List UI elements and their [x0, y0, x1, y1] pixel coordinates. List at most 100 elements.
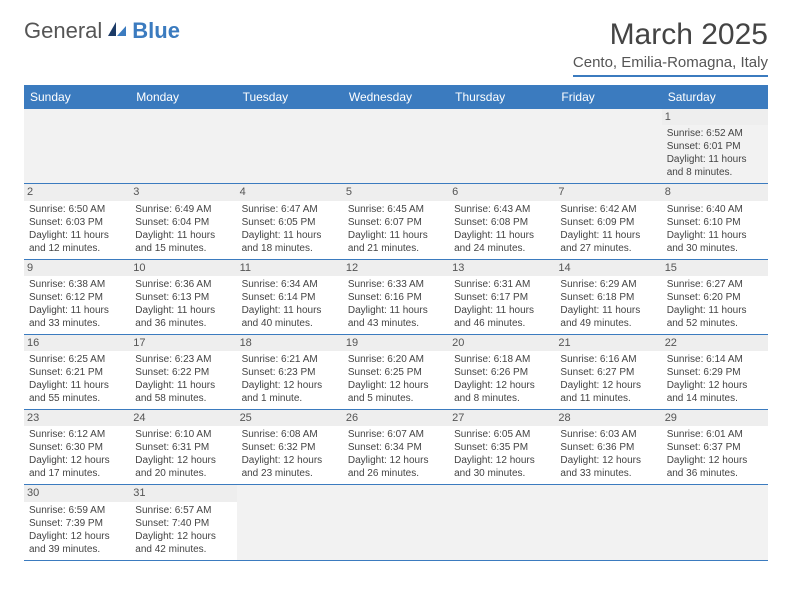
daylight-text: Daylight: 11 hours	[29, 304, 125, 317]
day-details: Sunrise: 6:43 AMSunset: 6:08 PMDaylight:…	[454, 203, 550, 255]
sunset-text: Sunset: 6:08 PM	[454, 216, 550, 229]
calendar-day-cell	[555, 109, 661, 184]
sunset-text: Sunset: 6:14 PM	[242, 291, 338, 304]
daylight-text: Daylight: 12 hours	[348, 454, 444, 467]
sunrise-text: Sunrise: 6:45 AM	[348, 203, 444, 216]
calendar-day-cell	[237, 485, 343, 560]
sunset-text: Sunset: 6:22 PM	[135, 366, 231, 379]
day-details: Sunrise: 6:23 AMSunset: 6:22 PMDaylight:…	[135, 353, 231, 405]
day-details: Sunrise: 6:16 AMSunset: 6:27 PMDaylight:…	[560, 353, 656, 405]
daylight-text: and 30 minutes.	[454, 467, 550, 480]
daylight-text: Daylight: 12 hours	[348, 379, 444, 392]
sunrise-text: Sunrise: 6:23 AM	[135, 353, 231, 366]
day-details: Sunrise: 6:18 AMSunset: 6:26 PMDaylight:…	[454, 353, 550, 405]
sunset-text: Sunset: 6:30 PM	[29, 441, 125, 454]
daylight-text: and 43 minutes.	[348, 317, 444, 330]
sunrise-text: Sunrise: 6:50 AM	[29, 203, 125, 216]
day-number: 13	[449, 260, 555, 276]
daylight-text: Daylight: 11 hours	[29, 379, 125, 392]
calendar-day-cell: 25Sunrise: 6:08 AMSunset: 6:32 PMDayligh…	[237, 410, 343, 485]
daylight-text: and 42 minutes.	[135, 543, 231, 556]
day-number: 18	[237, 335, 343, 351]
calendar-day-cell	[555, 485, 661, 560]
daylight-text: Daylight: 12 hours	[135, 454, 231, 467]
daylight-text: and 8 minutes.	[667, 166, 763, 179]
day-number: 8	[662, 184, 768, 200]
sunrise-text: Sunrise: 6:47 AM	[242, 203, 338, 216]
day-details: Sunrise: 6:01 AMSunset: 6:37 PMDaylight:…	[667, 428, 763, 480]
sunrise-text: Sunrise: 6:42 AM	[560, 203, 656, 216]
sunset-text: Sunset: 6:26 PM	[454, 366, 550, 379]
sunrise-text: Sunrise: 6:31 AM	[454, 278, 550, 291]
calendar-day-cell: 21Sunrise: 6:16 AMSunset: 6:27 PMDayligh…	[555, 334, 661, 409]
calendar-day-cell	[662, 485, 768, 560]
daylight-text: and 55 minutes.	[29, 392, 125, 405]
daylight-text: and 8 minutes.	[454, 392, 550, 405]
daylight-text: and 40 minutes.	[242, 317, 338, 330]
sunrise-text: Sunrise: 6:59 AM	[29, 504, 125, 517]
day-number: 14	[555, 260, 661, 276]
sunrise-text: Sunrise: 6:01 AM	[667, 428, 763, 441]
sunset-text: Sunset: 6:10 PM	[667, 216, 763, 229]
calendar-table: Sunday Monday Tuesday Wednesday Thursday…	[24, 85, 768, 561]
header: General Blue March 2025 Cento, Emilia-Ro…	[24, 18, 768, 77]
daylight-text: Daylight: 12 hours	[454, 379, 550, 392]
calendar-day-cell: 24Sunrise: 6:10 AMSunset: 6:31 PMDayligh…	[130, 410, 236, 485]
calendar-week-row: 16Sunrise: 6:25 AMSunset: 6:21 PMDayligh…	[24, 334, 768, 409]
weekday-header: Wednesday	[343, 85, 449, 109]
logo-text-2: Blue	[132, 18, 180, 44]
daylight-text: Daylight: 11 hours	[29, 229, 125, 242]
weekday-header: Sunday	[24, 85, 130, 109]
calendar-day-cell: 10Sunrise: 6:36 AMSunset: 6:13 PMDayligh…	[130, 259, 236, 334]
day-details: Sunrise: 6:31 AMSunset: 6:17 PMDaylight:…	[454, 278, 550, 330]
day-number: 23	[24, 410, 130, 426]
weekday-header: Saturday	[662, 85, 768, 109]
day-number: 7	[555, 184, 661, 200]
sunset-text: Sunset: 6:17 PM	[454, 291, 550, 304]
daylight-text: and 15 minutes.	[135, 242, 231, 255]
sunset-text: Sunset: 6:37 PM	[667, 441, 763, 454]
sunrise-text: Sunrise: 6:12 AM	[29, 428, 125, 441]
day-details: Sunrise: 6:12 AMSunset: 6:30 PMDaylight:…	[29, 428, 125, 480]
sunset-text: Sunset: 6:34 PM	[348, 441, 444, 454]
day-details: Sunrise: 6:47 AMSunset: 6:05 PMDaylight:…	[242, 203, 338, 255]
daylight-text: and 21 minutes.	[348, 242, 444, 255]
daylight-text: and 11 minutes.	[560, 392, 656, 405]
sunset-text: Sunset: 6:12 PM	[29, 291, 125, 304]
day-details: Sunrise: 6:07 AMSunset: 6:34 PMDaylight:…	[348, 428, 444, 480]
weekday-header: Monday	[130, 85, 236, 109]
sunset-text: Sunset: 6:05 PM	[242, 216, 338, 229]
daylight-text: and 23 minutes.	[242, 467, 338, 480]
sunset-text: Sunset: 6:18 PM	[560, 291, 656, 304]
sunset-text: Sunset: 6:13 PM	[135, 291, 231, 304]
day-number: 6	[449, 184, 555, 200]
daylight-text: Daylight: 11 hours	[135, 379, 231, 392]
calendar-day-cell: 7Sunrise: 6:42 AMSunset: 6:09 PMDaylight…	[555, 184, 661, 259]
day-number: 16	[24, 335, 130, 351]
day-number: 10	[130, 260, 236, 276]
title-block: March 2025 Cento, Emilia-Romagna, Italy	[573, 18, 768, 77]
day-details: Sunrise: 6:14 AMSunset: 6:29 PMDaylight:…	[667, 353, 763, 405]
calendar-day-cell: 16Sunrise: 6:25 AMSunset: 6:21 PMDayligh…	[24, 334, 130, 409]
sunrise-text: Sunrise: 6:38 AM	[29, 278, 125, 291]
day-details: Sunrise: 6:20 AMSunset: 6:25 PMDaylight:…	[348, 353, 444, 405]
calendar-day-cell: 14Sunrise: 6:29 AMSunset: 6:18 PMDayligh…	[555, 259, 661, 334]
daylight-text: and 58 minutes.	[135, 392, 231, 405]
calendar-day-cell: 2Sunrise: 6:50 AMSunset: 6:03 PMDaylight…	[24, 184, 130, 259]
calendar-day-cell: 30Sunrise: 6:59 AMSunset: 7:39 PMDayligh…	[24, 485, 130, 560]
day-number: 30	[24, 485, 130, 501]
day-details: Sunrise: 6:34 AMSunset: 6:14 PMDaylight:…	[242, 278, 338, 330]
calendar-day-cell: 26Sunrise: 6:07 AMSunset: 6:34 PMDayligh…	[343, 410, 449, 485]
sunrise-text: Sunrise: 6:33 AM	[348, 278, 444, 291]
sunrise-text: Sunrise: 6:07 AM	[348, 428, 444, 441]
sunset-text: Sunset: 6:32 PM	[242, 441, 338, 454]
calendar-day-cell	[343, 485, 449, 560]
sunset-text: Sunset: 6:27 PM	[560, 366, 656, 379]
calendar-day-cell	[449, 485, 555, 560]
sunrise-text: Sunrise: 6:18 AM	[454, 353, 550, 366]
daylight-text: Daylight: 11 hours	[242, 229, 338, 242]
daylight-text: Daylight: 12 hours	[242, 454, 338, 467]
sunset-text: Sunset: 6:21 PM	[29, 366, 125, 379]
daylight-text: Daylight: 11 hours	[667, 229, 763, 242]
sunrise-text: Sunrise: 6:29 AM	[560, 278, 656, 291]
